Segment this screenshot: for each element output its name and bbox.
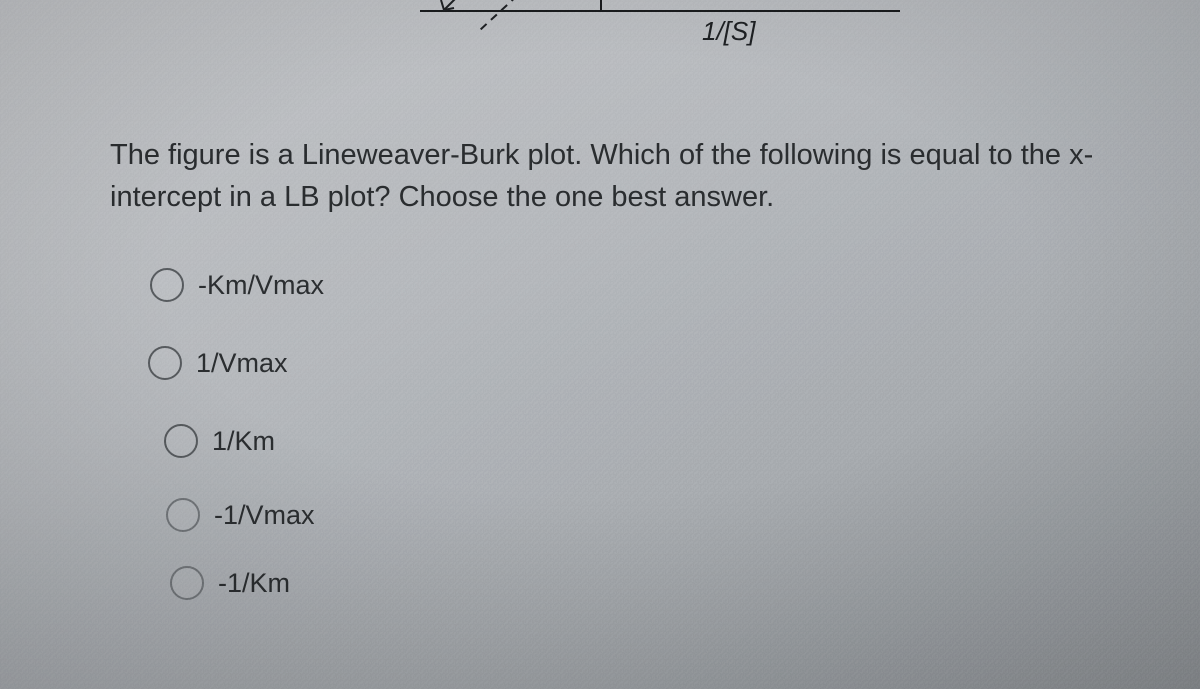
question-text: The figure is a Lineweaver-Burk plot. Wh… xyxy=(110,134,1170,218)
radio-icon[interactable] xyxy=(150,268,184,302)
option-5[interactable]: -1/Km xyxy=(170,566,850,600)
x-axis-label: 1/[S] xyxy=(702,16,755,47)
option-4[interactable]: -1/Vmax xyxy=(166,498,850,532)
quiz-screenshot: 1/[S] The figure is a Lineweaver-Burk pl… xyxy=(0,0,1200,689)
radio-icon[interactable] xyxy=(148,346,182,380)
option-label: 1/Vmax xyxy=(196,348,288,379)
radio-icon[interactable] xyxy=(164,424,198,458)
plot-extrapolation-line xyxy=(460,0,620,50)
lineweaver-burk-plot: 1/[S] xyxy=(430,0,910,70)
option-label: -1/Vmax xyxy=(214,500,315,531)
option-label: 1/Km xyxy=(212,426,275,457)
answer-options: -Km/Vmax 1/Vmax 1/Km -1/Vmax -1/Km xyxy=(150,268,850,644)
radio-icon[interactable] xyxy=(170,566,204,600)
arrow-down-left-icon xyxy=(438,0,466,18)
option-label: -1/Km xyxy=(218,568,290,599)
dashed-line-segment xyxy=(480,0,610,30)
radio-icon[interactable] xyxy=(166,498,200,532)
option-1[interactable]: -Km/Vmax xyxy=(150,268,850,302)
option-3[interactable]: 1/Km xyxy=(164,424,850,458)
option-label: -Km/Vmax xyxy=(198,270,324,301)
option-2[interactable]: 1/Vmax xyxy=(148,346,850,380)
